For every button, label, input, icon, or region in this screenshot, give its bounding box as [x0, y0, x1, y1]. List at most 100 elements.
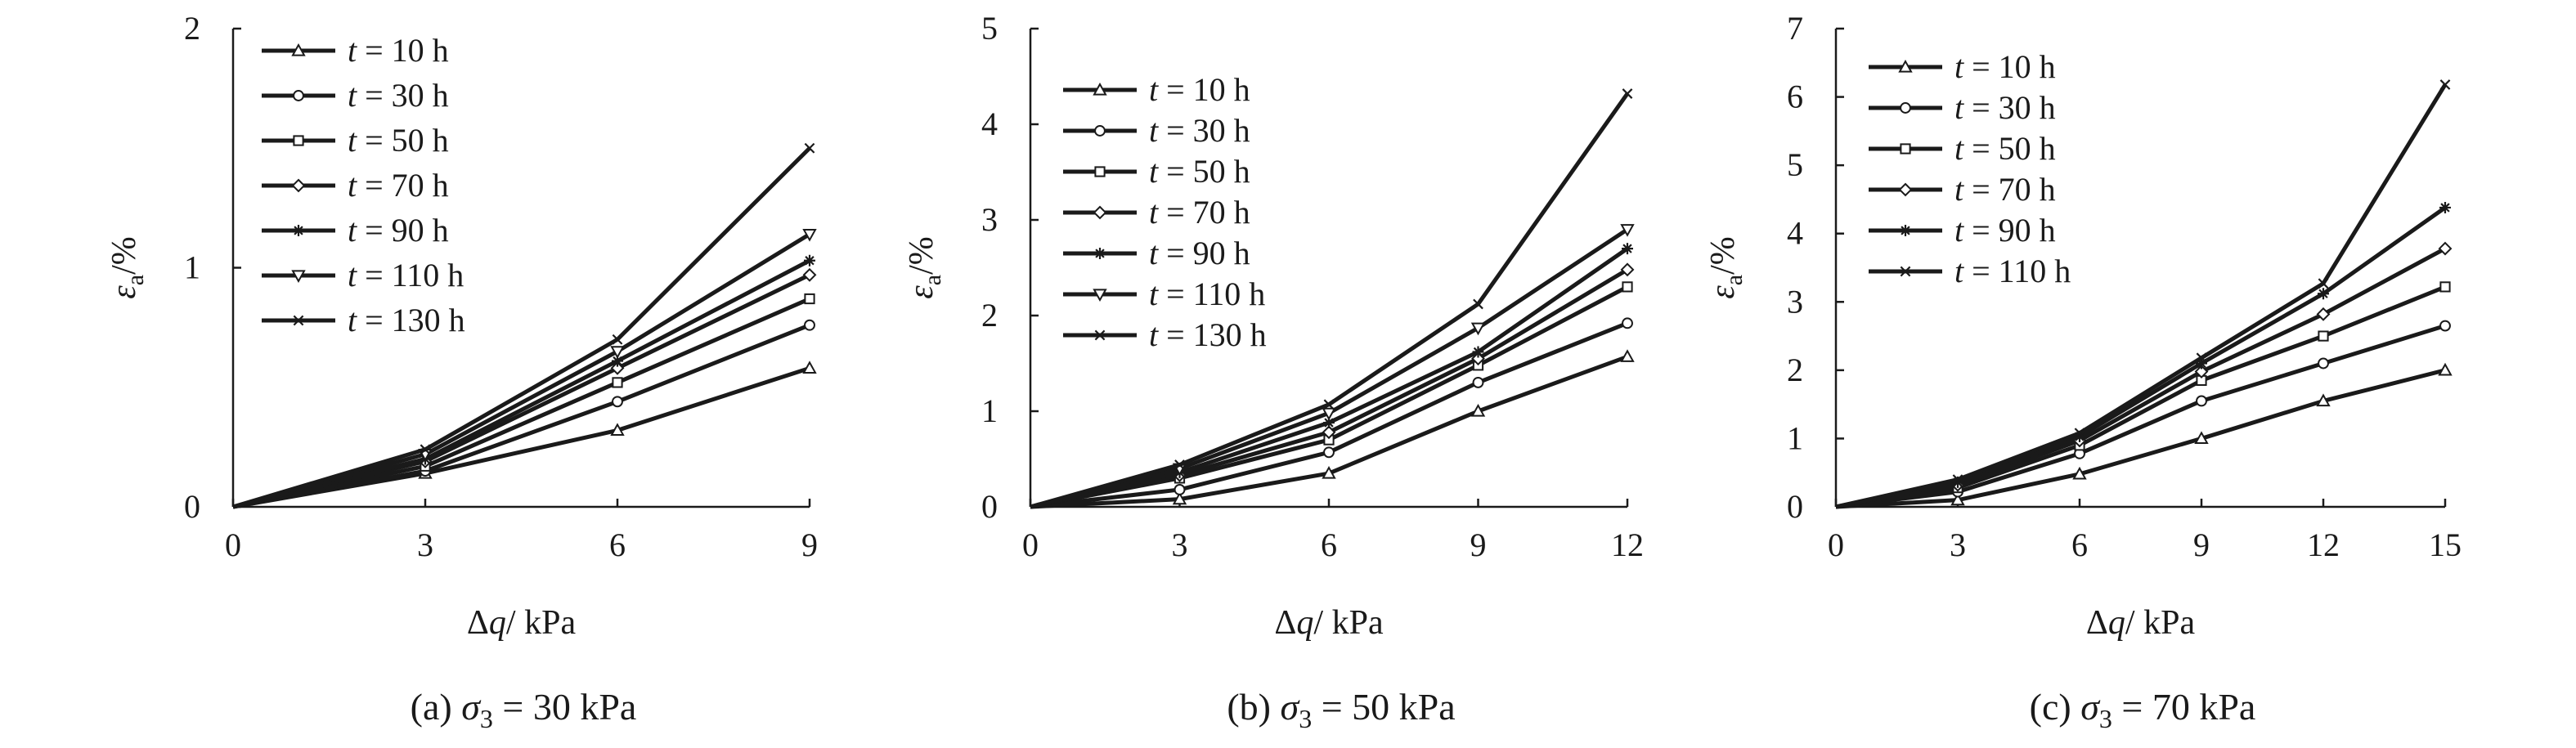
caption-prefix: (b): [1227, 686, 1280, 728]
legend-label-var: t: [348, 32, 357, 69]
y-tick-label: 6: [1787, 78, 1803, 115]
x-tick-label: 12: [1611, 526, 1644, 563]
legend-label: t = 30 h: [1149, 112, 1250, 149]
legend-marker: [1898, 59, 1913, 73]
data-point: [612, 377, 623, 388]
legend-label-var: t: [348, 167, 357, 204]
series-4: [1835, 241, 2453, 509]
series-line: [1835, 205, 2447, 509]
x-tick-label: 12: [2307, 526, 2340, 563]
x-axis-label-delta: Δ: [2086, 604, 2108, 642]
y-axis-label: εa/%: [1704, 236, 1748, 299]
data-point: [612, 334, 623, 345]
data-point: [1322, 407, 1336, 421]
x-axis-label-var: q: [489, 604, 506, 642]
y-tick-label: 1: [1787, 419, 1803, 456]
series-line: [1030, 227, 1629, 509]
x-tick-label: 3: [1950, 526, 1966, 563]
y-axis-label-sub: a: [919, 275, 946, 285]
x-axis-label-var: q: [1296, 604, 1313, 642]
data-point: [2316, 307, 2331, 321]
legend-label: t = 110 h: [1149, 275, 1265, 312]
legend-marker: [1094, 329, 1106, 341]
data-point: [1473, 298, 1483, 310]
legend-item: t = 10 h: [1869, 48, 2056, 85]
legend-label: t = 50 h: [348, 122, 449, 159]
data-point: [1323, 399, 1335, 410]
legend-label: t = 90 h: [1954, 212, 2056, 249]
legend-label-rest: = 70 h: [1963, 171, 2056, 208]
data-point: [420, 444, 431, 455]
legend-marker: [291, 43, 306, 56]
series-line: [232, 323, 810, 509]
series-7: [1030, 88, 1633, 509]
legend-item: t = 30 h: [262, 77, 449, 114]
y-axis-label-unit: /%: [903, 236, 940, 275]
y-tick-label: 4: [981, 105, 998, 142]
data-point: [2439, 201, 2451, 213]
legend-marker: [1093, 289, 1107, 302]
x-axis-label: Δq/ kPa: [2086, 604, 2196, 642]
y-tick-label: 0: [981, 488, 998, 525]
series-line: [232, 273, 811, 509]
legend-label-rest: = 50 h: [357, 122, 449, 159]
caption-symbol: σ: [2080, 686, 2101, 728]
legend-item: t = 130 h: [1063, 316, 1267, 353]
legend-label: t = 70 h: [1149, 194, 1250, 231]
x-tick-label: 6: [2071, 526, 2088, 563]
legend: t = 10 ht = 30 ht = 50 ht = 70 ht = 90 h…: [1063, 71, 1267, 353]
legend-marker: [293, 90, 304, 101]
y-tick-label: 1: [981, 392, 998, 429]
caption-symbol: σ: [1281, 686, 1301, 728]
legend-label-rest: = 10 h: [1158, 71, 1250, 108]
legend-label-rest: = 50 h: [1158, 153, 1250, 190]
x-tick-label: 9: [2193, 526, 2210, 563]
y-tick-label: 2: [184, 10, 200, 47]
caption-prefix: (c): [2030, 686, 2081, 728]
data-point: [1950, 492, 1965, 506]
y-axis-label: εa/%: [105, 236, 149, 299]
legend-item: t = 70 h: [262, 167, 449, 204]
legend-label-rest: = 70 h: [357, 167, 449, 204]
x-tick-label: 0: [1022, 526, 1039, 563]
data-point: [1322, 425, 1336, 440]
legend-label: t = 130 h: [1149, 316, 1267, 353]
data-point: [2196, 357, 2207, 370]
series-5: [1835, 201, 2451, 509]
legend-label-rest: = 110 h: [1158, 275, 1265, 312]
data-point: [1622, 317, 1633, 329]
data-point: [1622, 88, 1633, 99]
legend-label-rest: = 110 h: [357, 257, 464, 293]
legend-label-rest: = 90 h: [1158, 235, 1250, 271]
legend-label: t = 50 h: [1149, 153, 1250, 190]
legend-item: t = 90 h: [1869, 212, 2056, 249]
x-tick-label: 0: [1828, 526, 1844, 563]
data-point: [1622, 243, 1633, 255]
data-point: [1472, 376, 1484, 388]
legend: t = 10 ht = 30 ht = 50 ht = 70 ht = 90 h…: [262, 32, 465, 338]
series-6: [1835, 79, 2451, 509]
legend-item: t = 90 h: [1063, 235, 1250, 271]
x-tick-label: 3: [417, 526, 433, 563]
data-point: [2438, 362, 2453, 376]
legend-label: t = 10 h: [1954, 48, 2056, 85]
series-1: [1835, 362, 2453, 509]
y-tick-label: 5: [1787, 146, 1803, 183]
x-tick-label: 0: [225, 526, 241, 563]
legend-label-rest: = 130 h: [1158, 316, 1267, 353]
legend-label-var: t: [1954, 48, 1964, 85]
x-axis-label: Δq/ kPa: [1274, 604, 1384, 642]
legend-marker: [1094, 125, 1106, 137]
y-axis-label-sub: a: [122, 275, 149, 285]
legend-label-var: t: [1954, 212, 1964, 249]
x-tick-label: 6: [1321, 526, 1337, 563]
legend-marker: [1093, 205, 1107, 220]
caption-suffix: = 30 kPa: [493, 686, 636, 728]
caption-sub: 3: [2099, 704, 2112, 733]
legend-label-var: t: [348, 212, 357, 249]
x-axis-label: Δq/ kPa: [467, 604, 577, 642]
data-point: [1470, 322, 1486, 336]
legend-label-rest: = 50 h: [1963, 130, 2056, 167]
